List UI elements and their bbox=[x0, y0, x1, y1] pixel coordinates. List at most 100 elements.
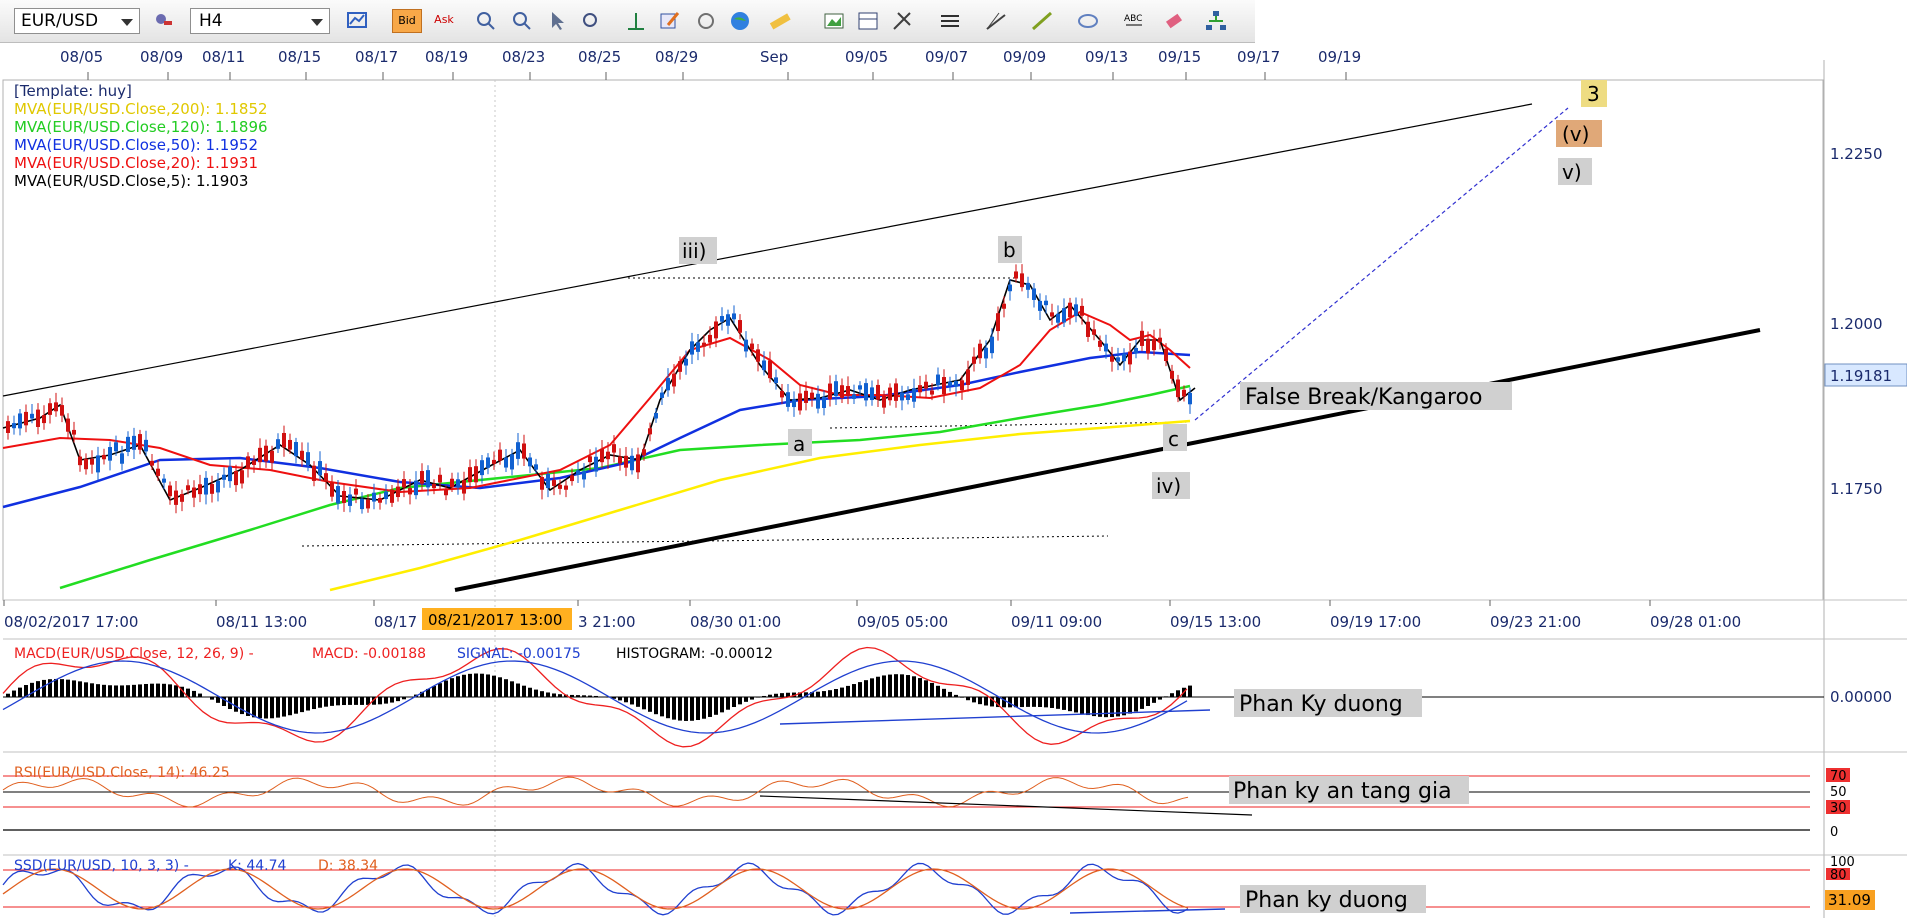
macd-bar bbox=[552, 693, 556, 697]
magnifier-icon[interactable] bbox=[580, 9, 604, 33]
candle-body bbox=[1014, 271, 1018, 279]
macd-bar bbox=[480, 673, 484, 697]
macd-bar bbox=[528, 687, 532, 697]
macd-annotation: Phan Ky duong bbox=[1239, 692, 1403, 717]
wave-b-label: b bbox=[1003, 238, 1016, 262]
candle-body bbox=[222, 474, 226, 480]
macd-bar bbox=[384, 697, 388, 704]
candle-body bbox=[1044, 300, 1048, 306]
bottom-date-label: 09/28 01:00 bbox=[1650, 613, 1741, 631]
macd-bar bbox=[966, 697, 970, 701]
rsi-line bbox=[2, 776, 1189, 808]
macd-bar bbox=[438, 683, 442, 697]
ellipse-tool-icon[interactable] bbox=[1076, 9, 1100, 33]
candle-body bbox=[1026, 282, 1030, 290]
macd-bar bbox=[84, 682, 88, 697]
rsi-30-box bbox=[1826, 800, 1850, 814]
refresh-icon[interactable] bbox=[694, 9, 718, 33]
wave-a-label: a bbox=[793, 432, 805, 456]
zoom-in-icon[interactable] bbox=[474, 9, 498, 33]
macd-bar bbox=[420, 691, 424, 697]
macd-bar bbox=[948, 691, 952, 697]
candle-body bbox=[738, 320, 742, 333]
macd-bar bbox=[150, 683, 154, 697]
candle-body bbox=[6, 421, 10, 433]
macd-bar bbox=[648, 697, 652, 712]
macd-bar bbox=[678, 697, 682, 721]
candle-body bbox=[156, 468, 160, 476]
macd-bar bbox=[588, 695, 592, 697]
wave-c-box bbox=[1163, 424, 1187, 451]
candle-body bbox=[1002, 303, 1006, 309]
zoom-out-icon[interactable] bbox=[510, 9, 534, 33]
timeframe-select[interactable]: H4 bbox=[190, 8, 330, 34]
macd-bar bbox=[96, 684, 100, 697]
macd-bar bbox=[222, 697, 226, 707]
line-tool-icon[interactable] bbox=[1030, 9, 1054, 33]
lower-trendline bbox=[454, 328, 1761, 592]
candle-body bbox=[318, 461, 322, 476]
text-tool-icon[interactable]: ABC bbox=[1122, 9, 1146, 33]
ask-button[interactable]: Ask bbox=[434, 13, 454, 26]
macd-bar bbox=[12, 690, 16, 697]
macd-bar bbox=[486, 674, 490, 697]
indicator-icon[interactable] bbox=[624, 9, 648, 33]
top-date-label: 08/11 bbox=[202, 48, 245, 66]
macd-bar bbox=[690, 697, 694, 721]
mva50-line bbox=[2, 350, 1191, 509]
candle-body bbox=[576, 470, 580, 475]
candle-body bbox=[666, 377, 670, 391]
candle-body bbox=[744, 339, 748, 352]
ssd-d-line bbox=[2, 868, 1189, 910]
macd-bar bbox=[258, 697, 262, 719]
candle-body bbox=[1152, 339, 1156, 351]
top-date-label: 08/15 bbox=[278, 48, 321, 66]
wave-v-label: v) bbox=[1562, 160, 1582, 184]
candle-body bbox=[768, 360, 772, 379]
macd-bar bbox=[540, 691, 544, 697]
candle-body bbox=[660, 392, 664, 398]
macd-bar bbox=[192, 690, 196, 697]
symbol-select[interactable]: EUR/USD bbox=[14, 8, 140, 34]
candle-body bbox=[96, 455, 100, 473]
macd-bar bbox=[216, 697, 220, 703]
candle-body bbox=[300, 450, 304, 460]
cursor-icon[interactable] bbox=[546, 9, 570, 33]
macd-bar bbox=[870, 678, 874, 697]
network-icon[interactable] bbox=[1204, 9, 1228, 33]
macd-bar bbox=[396, 697, 400, 702]
macd-bar bbox=[108, 685, 112, 697]
candle-body bbox=[534, 464, 538, 470]
bottom-date-label: 09/19 17:00 bbox=[1330, 613, 1421, 631]
candle-body bbox=[450, 478, 454, 488]
candle-body bbox=[510, 454, 514, 470]
macd-bar bbox=[612, 697, 616, 699]
candle-body bbox=[846, 386, 850, 396]
wave-3-label: 3 bbox=[1587, 82, 1600, 106]
edit-icon[interactable] bbox=[658, 9, 682, 33]
macd-bar bbox=[456, 676, 460, 697]
candle-body bbox=[540, 477, 544, 490]
candle-body bbox=[1176, 379, 1180, 398]
chevron-down-icon bbox=[121, 19, 133, 26]
top-date-label: 08/25 bbox=[578, 48, 621, 66]
globe-icon[interactable] bbox=[728, 9, 752, 33]
candle-body bbox=[216, 480, 220, 493]
candle-body bbox=[198, 484, 202, 495]
lines-icon[interactable] bbox=[938, 9, 962, 33]
eraser-icon[interactable] bbox=[1162, 9, 1186, 33]
symbol-settings-icon[interactable] bbox=[152, 9, 176, 33]
macd-bar bbox=[492, 675, 496, 697]
layout-icon[interactable] bbox=[856, 9, 880, 33]
candle-body bbox=[1146, 338, 1150, 354]
crosshair-icon[interactable] bbox=[890, 9, 914, 33]
macd-bar bbox=[120, 685, 124, 697]
candle-body bbox=[504, 457, 508, 468]
ruler-icon[interactable] bbox=[768, 9, 792, 33]
bid-button[interactable]: Bid bbox=[392, 9, 422, 33]
picture-icon[interactable] bbox=[822, 9, 846, 33]
candle-body bbox=[570, 475, 574, 482]
trend-tool-icon[interactable] bbox=[984, 9, 1008, 33]
macd-bar bbox=[978, 697, 982, 705]
chart-type-icon[interactable] bbox=[346, 9, 370, 33]
